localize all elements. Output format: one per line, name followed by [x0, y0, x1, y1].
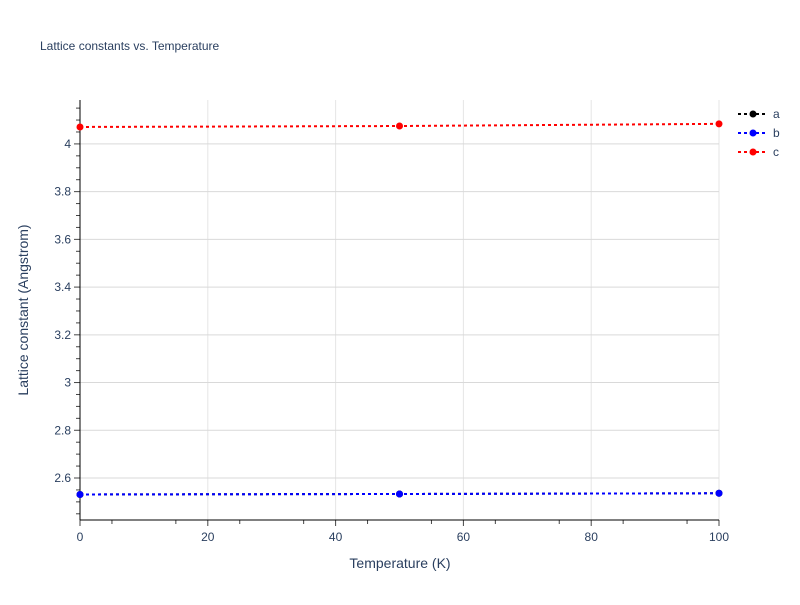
data-point-c: [715, 120, 723, 128]
x-tick-label: 40: [329, 530, 343, 544]
legend-marker-a: [749, 110, 757, 118]
y-tick-label: 3.2: [54, 328, 71, 342]
x-tick-label: 20: [201, 530, 215, 544]
legend-marker-c: [749, 148, 757, 156]
data-point-b: [715, 489, 723, 497]
x-tick-label: 60: [457, 530, 471, 544]
x-tick-label: 0: [77, 530, 84, 544]
y-tick-label: 2.8: [54, 423, 71, 437]
y-tick-label: 3: [64, 376, 71, 390]
y-axis-label: Lattice constant (Angstrom): [15, 224, 31, 395]
x-axis-label: Temperature (K): [349, 555, 450, 571]
y-tick-label: 3.4: [54, 280, 71, 294]
y-tick-label: 4: [64, 137, 71, 151]
y-tick-label: 3.6: [54, 232, 71, 246]
y-tick-label: 2.6: [54, 471, 71, 485]
legend-label-b[interactable]: b: [773, 126, 780, 140]
x-tick-label: 80: [585, 530, 599, 544]
y-tick-label: 3.8: [54, 185, 71, 199]
data-point-c: [76, 123, 84, 131]
data-point-c: [396, 122, 403, 130]
x-tick-label: 100: [709, 530, 729, 544]
legend-label-c[interactable]: c: [773, 145, 779, 159]
chart-title: Lattice constants vs. Temperature: [40, 39, 220, 53]
legend-marker-b: [749, 129, 757, 137]
legend-label-a[interactable]: a: [773, 107, 780, 121]
data-point-b: [76, 490, 84, 498]
data-point-b: [396, 490, 403, 498]
